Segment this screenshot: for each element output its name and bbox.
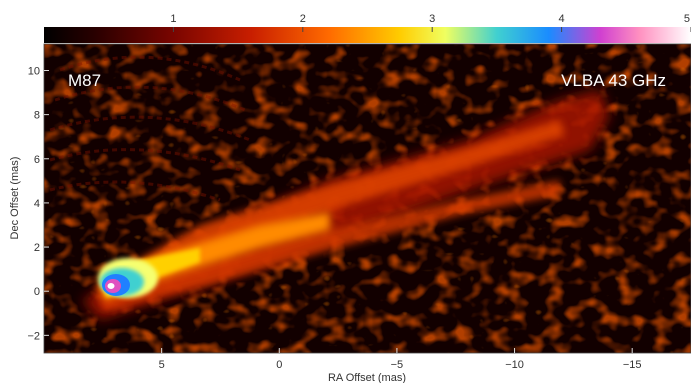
y-axis: −2 0 2 4 6 8 10: [27, 65, 49, 342]
jet-lower-limb: [100, 180, 560, 310]
colorbar-tick-label: 2: [300, 13, 306, 25]
x-tick-label: −5: [391, 359, 404, 371]
sidelobe-arcs: [49, 55, 251, 202]
x-axis-title: RA Offset (mas): [328, 372, 406, 383]
x-tick-label: −15: [623, 359, 642, 371]
y-tick-label: 10: [28, 65, 40, 77]
y-axis-title: Dec Offset (mas): [9, 157, 21, 240]
core-white: [107, 283, 115, 289]
jet-upper-limb: [95, 120, 565, 300]
x-tick-label: 0: [276, 359, 282, 371]
colorbar-tick-label: 1: [170, 13, 176, 25]
plot-frame: [43, 43, 691, 354]
colorbar-tick-label: 3: [429, 13, 435, 25]
x-tick-label: −10: [505, 359, 524, 371]
y-tick-label: 2: [34, 242, 40, 254]
plot-area: M87 VLBA 43 GHz: [44, 44, 691, 353]
y-tick-label: 6: [34, 154, 40, 166]
x-axis: 5 0 −5 −10 −15: [159, 348, 642, 371]
y-tick-label: 8: [34, 110, 40, 122]
colorbar-tick-label: 5: [684, 13, 690, 25]
colorbar: 1 2 3 4 5: [44, 13, 691, 43]
source-label: M87: [68, 71, 101, 90]
y-tick-label: −2: [27, 330, 40, 342]
instrument-label: VLBA 43 GHz: [561, 71, 666, 90]
y-tick-label: 0: [34, 286, 40, 298]
colorbar-gradient: [44, 27, 691, 43]
colorbar-tick-label: 4: [559, 13, 565, 25]
y-tick-label: 4: [34, 198, 40, 210]
jet-emission: [82, 90, 610, 320]
x-tick-label: 5: [159, 359, 165, 371]
colorbar-ticks: 1 2 3 4 5: [170, 13, 691, 32]
